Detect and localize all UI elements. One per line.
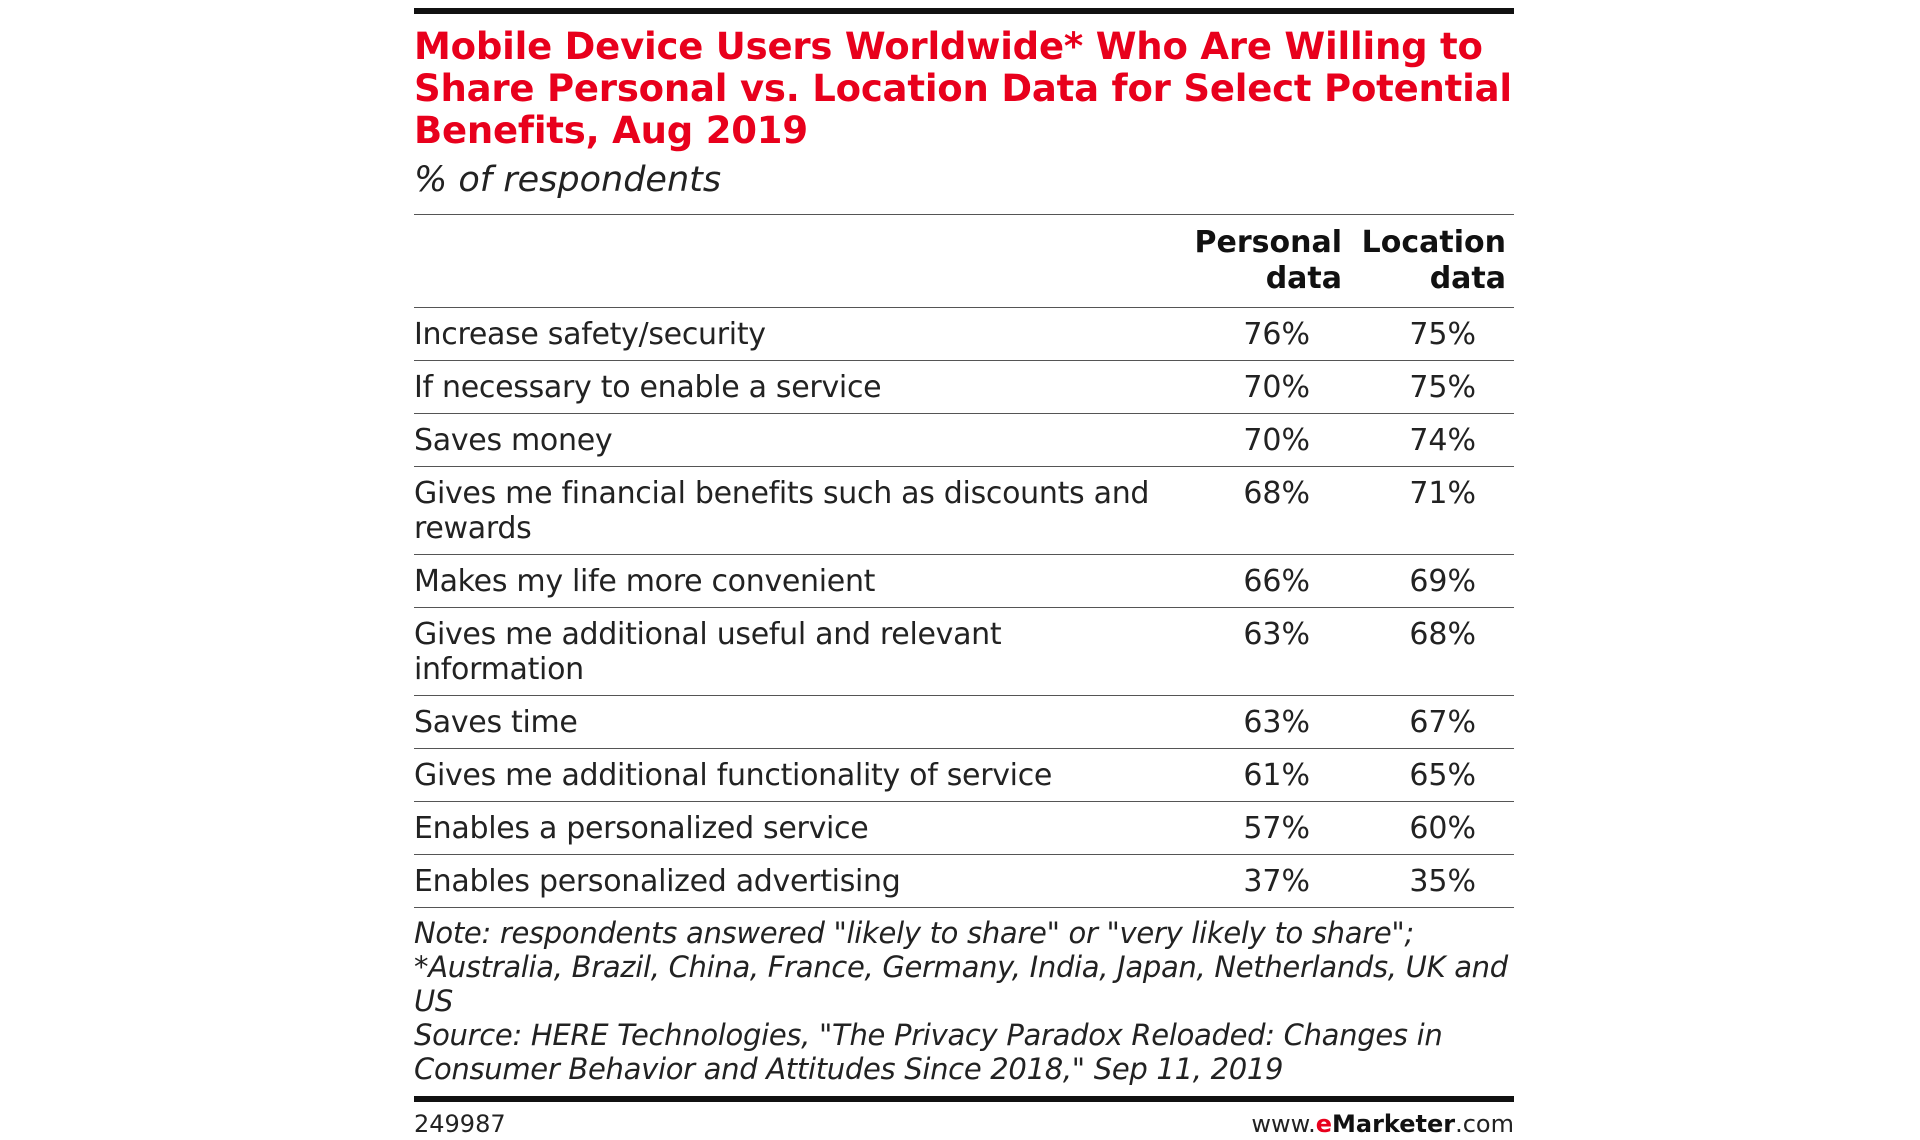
table-row: Gives me additional useful and relevant …	[414, 607, 1514, 696]
top-rule	[414, 8, 1514, 14]
personal-data-value: 37%	[1174, 854, 1350, 908]
location-data-value: 71%	[1350, 466, 1514, 555]
brand-suffix: .com	[1455, 1110, 1514, 1138]
personal-data-value: 66%	[1174, 554, 1350, 608]
header-personal-data: Personal data	[1174, 214, 1350, 308]
location-data-value: 74%	[1350, 413, 1514, 467]
table-row: Saves time 63% 67%	[414, 695, 1514, 749]
row-label: Enables a personalized service	[414, 801, 1174, 855]
personal-data-value: 61%	[1174, 748, 1350, 802]
chart-card: Mobile Device Users Worldwide* Who Are W…	[414, 8, 1514, 1140]
row-label: Saves time	[414, 695, 1174, 749]
chart-subtitle: % of respondents	[414, 160, 722, 200]
personal-data-value: 63%	[1174, 607, 1350, 696]
location-data-value: 65%	[1350, 748, 1514, 802]
location-data-value: 69%	[1350, 554, 1514, 608]
chart-id: 249987	[414, 1110, 506, 1138]
location-data-value: 67%	[1350, 695, 1514, 749]
brand-url: www.eMarketer.com	[1251, 1108, 1514, 1140]
row-label: Gives me additional useful and relevant …	[414, 607, 1174, 696]
table-row: Gives me additional functionality of ser…	[414, 748, 1514, 802]
source-text: Source: HERE Technologies, "The Privacy …	[414, 1018, 1443, 1086]
notes-block: Note: respondents answered "likely to sh…	[414, 916, 1514, 1086]
location-data-value: 75%	[1350, 360, 1514, 414]
data-table: Personal data Location data Increase saf…	[414, 214, 1514, 908]
table-row: If necessary to enable a service 70% 75%	[414, 360, 1514, 414]
row-label: Gives me additional functionality of ser…	[414, 748, 1174, 802]
chart-title: Mobile Device Users Worldwide* Who Are W…	[414, 25, 1512, 152]
personal-data-value: 57%	[1174, 801, 1350, 855]
brand-name: Marketer	[1332, 1110, 1456, 1138]
personal-data-value: 63%	[1174, 695, 1350, 749]
bottom-rule	[414, 1096, 1514, 1102]
brand-accent: e	[1315, 1110, 1333, 1138]
header-row: Personal data Location data	[414, 214, 1514, 308]
row-label: Gives me financial benefits such as disc…	[414, 466, 1174, 555]
personal-data-value: 70%	[1174, 413, 1350, 467]
row-label: Enables personalized advertising	[414, 854, 1174, 908]
row-label: Makes my life more convenient	[414, 554, 1174, 608]
personal-data-value: 70%	[1174, 360, 1350, 414]
personal-data-value: 68%	[1174, 466, 1350, 555]
table-row: Saves money 70% 74%	[414, 413, 1514, 467]
location-data-value: 68%	[1350, 607, 1514, 696]
row-label: Saves money	[414, 413, 1174, 467]
header-location-data: Location data	[1350, 214, 1514, 308]
location-data-value: 60%	[1350, 801, 1514, 855]
table-body: Increase safety/security 76% 75% If necessa…	[414, 308, 1514, 908]
footer: 249987 www.eMarketer.com	[414, 1108, 1514, 1140]
location-data-value: 35%	[1350, 854, 1514, 908]
personal-data-value: 76%	[1243, 317, 1310, 352]
brand-prefix: www.	[1251, 1110, 1316, 1138]
header-blank	[414, 214, 1174, 308]
table-row: Enables personalized advertising 37% 35%	[414, 854, 1514, 908]
row-label: If necessary to enable a service	[414, 360, 1174, 414]
table-row: Enables a personalized service 57% 60%	[414, 801, 1514, 855]
table-row: Makes my life more convenient 66% 69%	[414, 554, 1514, 608]
table-row: Increase safety/security 76% 75%	[414, 308, 1514, 361]
location-data-value: 75%	[1409, 317, 1476, 352]
table-row: Gives me financial benefits such as disc…	[414, 466, 1514, 555]
note-text: Note: respondents answered "likely to sh…	[414, 916, 1508, 1018]
row-label: Increase safety/security	[414, 317, 766, 352]
